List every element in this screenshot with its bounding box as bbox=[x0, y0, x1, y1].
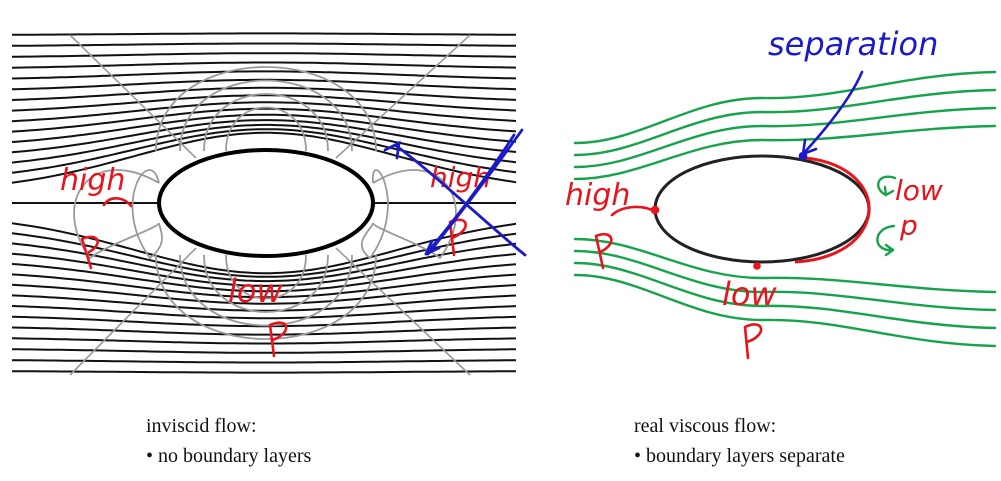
bullet: • bbox=[634, 445, 642, 467]
separated-boundary-layer bbox=[794, 156, 871, 264]
separation-arrow bbox=[798, 70, 864, 161]
streamline bbox=[11, 348, 516, 354]
green-streamline bbox=[573, 261, 997, 330]
streamline bbox=[11, 119, 517, 154]
streamline bbox=[11, 61, 517, 69]
inviscid-body-ellipse bbox=[157, 148, 375, 258]
viscous-caption: real viscous flow: • boundary layers sep… bbox=[634, 411, 845, 471]
right-low-top-label: low bbox=[895, 174, 943, 207]
pressure-contours bbox=[69, 34, 471, 376]
left-low-p-mark bbox=[268, 321, 288, 358]
isobar-top bbox=[179, 79, 353, 152]
isobar-top bbox=[225, 106, 307, 152]
right-low-bottom-label: low bbox=[722, 275, 777, 313]
streamline bbox=[11, 94, 517, 112]
right-high-p-mark bbox=[594, 205, 660, 270]
streamline bbox=[11, 252, 517, 287]
inviscid-caption-text: no boundary layers bbox=[158, 445, 312, 467]
streamline bbox=[11, 128, 517, 174]
isobar-bottom bbox=[225, 254, 307, 300]
streamline bbox=[11, 107, 517, 133]
left-high-label: high bbox=[60, 163, 125, 198]
isobar-bottom bbox=[203, 254, 329, 313]
green-streamline bbox=[573, 88, 997, 157]
green-streamline bbox=[573, 70, 997, 145]
streamline bbox=[11, 305, 517, 320]
separation-label: separation bbox=[768, 25, 938, 63]
streamline bbox=[11, 70, 517, 80]
isobar-left bbox=[73, 169, 160, 260]
isobar-diagonal bbox=[69, 34, 197, 159]
right-recirculation-arrows bbox=[876, 175, 897, 257]
streamline bbox=[11, 123, 517, 164]
isobar-bottom bbox=[155, 254, 377, 340]
strike-through-mark bbox=[383, 128, 527, 257]
inviscid-caption-point: • no boundary layers bbox=[146, 441, 311, 471]
streamline bbox=[11, 359, 517, 364]
isobar-diagonal bbox=[335, 34, 471, 159]
streamline bbox=[11, 370, 516, 374]
viscous-streamlines bbox=[573, 70, 997, 348]
streamline bbox=[11, 131, 517, 184]
left-high-pressure-note bbox=[80, 197, 133, 270]
isobar-top bbox=[203, 93, 329, 152]
left-low-label: low bbox=[228, 272, 283, 310]
streamline bbox=[11, 263, 517, 293]
green-streamline bbox=[573, 273, 997, 348]
streamline bbox=[11, 326, 517, 336]
green-streamline bbox=[573, 124, 997, 181]
streamline bbox=[11, 113, 517, 143]
viscous-caption-text: boundary layers separate bbox=[646, 445, 845, 467]
streamline bbox=[11, 242, 517, 283]
right-p-label: p bbox=[899, 209, 918, 242]
inviscid-caption-title: inviscid flow: bbox=[146, 415, 257, 437]
bullet: • bbox=[146, 445, 154, 467]
streamline bbox=[11, 101, 517, 123]
isobar-right bbox=[361, 169, 389, 260]
streamline bbox=[11, 86, 517, 101]
streamline bbox=[11, 32, 516, 36]
isobar-top bbox=[155, 66, 377, 152]
streamline bbox=[11, 42, 517, 47]
green-streamline bbox=[573, 106, 997, 169]
viscous-caption-title: real viscous flow: bbox=[634, 415, 777, 437]
streamline bbox=[11, 283, 517, 305]
isobar-diagonal bbox=[69, 247, 197, 376]
left-crossed-high-label: high bbox=[430, 161, 491, 194]
green-streamline bbox=[573, 249, 997, 312]
streamline bbox=[11, 273, 517, 299]
inviscid-streamlines bbox=[11, 32, 517, 374]
right-high-label: high bbox=[565, 178, 630, 213]
streamline bbox=[11, 52, 516, 58]
viscous-caption-point: • boundary layers separate bbox=[634, 441, 845, 471]
isobar-bottom bbox=[179, 254, 353, 327]
viscous-body-ellipse bbox=[653, 154, 871, 264]
streamline bbox=[11, 337, 517, 345]
green-streamline bbox=[573, 237, 997, 294]
streamline bbox=[11, 294, 517, 312]
right-bottom-p-mark bbox=[743, 262, 763, 360]
inviscid-caption: inviscid flow: • no boundary layers bbox=[146, 411, 311, 471]
isobar-diagonal bbox=[335, 247, 471, 376]
